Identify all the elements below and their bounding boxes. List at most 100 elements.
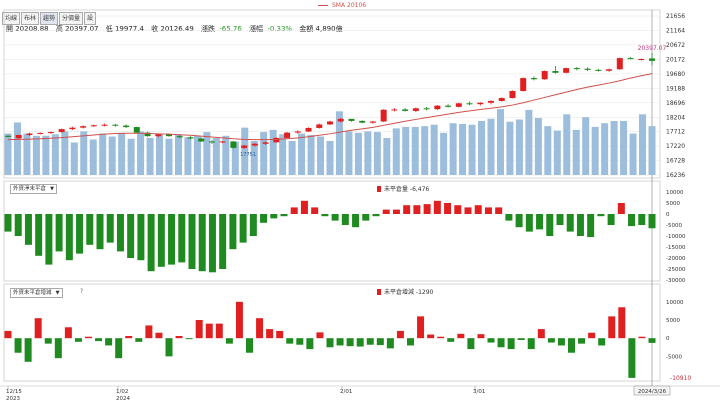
oi-bar xyxy=(382,209,390,214)
sma-legend-line-icon xyxy=(318,5,328,6)
chart-grid xyxy=(0,9,720,387)
volume-bar xyxy=(23,133,31,175)
oi-change-bars xyxy=(4,301,656,378)
oi-change-bar xyxy=(225,338,233,344)
moving-average-button[interactable]: 均線 xyxy=(2,12,21,25)
candle-body xyxy=(112,124,119,126)
oi-bar xyxy=(372,214,380,217)
oi-change-bar xyxy=(386,338,394,349)
oi-change-bar xyxy=(326,338,334,348)
oi-change-bar xyxy=(276,330,284,339)
volume-bar xyxy=(307,135,315,175)
oi-bar xyxy=(566,214,574,232)
settings-button[interactable]: 設 xyxy=(84,12,97,25)
cursor-date-label: 2024/3/26 xyxy=(638,389,667,395)
candle-body xyxy=(509,90,516,99)
candle-body xyxy=(176,136,183,138)
oi-bars xyxy=(4,200,656,273)
volume-bar xyxy=(620,120,628,175)
oi-change-bar xyxy=(215,323,223,339)
oi-bar xyxy=(505,214,513,221)
candle-body xyxy=(552,71,559,73)
candle-body xyxy=(219,141,226,143)
volume-bar xyxy=(231,141,239,175)
oi-bar xyxy=(188,214,196,269)
panel2-tick-label: -20000 xyxy=(666,256,686,262)
volume-bar xyxy=(269,129,277,175)
oi-bar xyxy=(587,214,595,238)
volume-bar xyxy=(430,124,438,175)
oi-change-bar xyxy=(125,336,133,339)
candle-body xyxy=(434,105,441,110)
oi-bar xyxy=(219,214,227,269)
oi-bar xyxy=(444,203,452,214)
oi-change-bar xyxy=(316,332,324,339)
oi-change-bar xyxy=(407,338,414,346)
oi-bar xyxy=(311,207,319,214)
candle-body xyxy=(380,109,387,122)
oi-change-bar xyxy=(578,338,586,344)
min-price-label: 17751 xyxy=(240,152,256,158)
candle-body xyxy=(541,71,548,80)
oi-bar xyxy=(137,214,145,261)
panel2-select-label: 外資淨未平倉 xyxy=(13,186,47,192)
oi-bar xyxy=(198,214,206,272)
volume-bar xyxy=(440,132,448,175)
candle-body xyxy=(208,141,215,143)
oi-change-bar xyxy=(95,338,103,342)
panel3-indicator-select[interactable]: 外資未平倉增減 ▼ xyxy=(10,288,63,298)
volume-bar xyxy=(487,118,495,175)
volume-bar xyxy=(534,118,542,175)
price-tick-label: 21164 xyxy=(666,27,685,34)
panel-border xyxy=(3,180,661,282)
chevron-down-icon: ▼ xyxy=(55,290,60,296)
candle-body xyxy=(530,78,537,80)
help-icon[interactable]: ? xyxy=(80,288,84,295)
volume-bar xyxy=(563,114,571,175)
oi-bar xyxy=(454,205,462,214)
oi-change-bar xyxy=(4,330,12,339)
candle-body xyxy=(316,124,323,128)
price-tick-label: 20172 xyxy=(666,57,685,64)
candle-body xyxy=(101,124,108,126)
oi-bar xyxy=(300,200,308,214)
volume-bar xyxy=(449,123,457,175)
oi-change-bar xyxy=(296,338,304,345)
volume-bar xyxy=(392,128,400,175)
candle-body xyxy=(155,134,162,137)
oi-bar xyxy=(392,209,400,214)
volume-bar xyxy=(260,132,268,175)
oi-bar xyxy=(249,214,257,236)
sma-path xyxy=(7,73,653,141)
volume-bar xyxy=(629,133,637,175)
trend-button[interactable]: 趨勢 xyxy=(40,12,59,25)
candle-body xyxy=(359,120,366,123)
volume-bar xyxy=(506,121,514,175)
volume-profile-button[interactable]: 分價量 xyxy=(59,12,84,25)
volume-bar xyxy=(174,134,182,175)
panel2-indicator-select[interactable]: 外資淨未平倉 ▼ xyxy=(10,184,58,194)
oi-bar xyxy=(116,214,124,252)
price-tick-label: 19680 xyxy=(666,71,685,78)
oi-bar xyxy=(270,214,278,219)
candle-body xyxy=(241,145,248,148)
volume-bar xyxy=(241,127,249,175)
bollinger-button[interactable]: 布林 xyxy=(21,12,40,25)
chart-toolbar: 均線 布林 趨勢 分價量 設 xyxy=(2,12,97,25)
panel-border xyxy=(3,9,661,179)
candle-body xyxy=(230,141,237,148)
panel3-last-value: -10910 xyxy=(670,375,691,382)
max-price-label: 20397.07 xyxy=(638,45,667,52)
oi-change-bar xyxy=(598,338,606,346)
volume-bar xyxy=(364,131,372,175)
oi-change-bar xyxy=(557,338,565,346)
oi-change-bar xyxy=(487,338,495,343)
quote-open: 開 20208.88 xyxy=(6,25,49,33)
quote-high: 高 20397.07 xyxy=(55,25,99,33)
candle-body xyxy=(477,102,484,105)
candle-body xyxy=(37,132,44,134)
oi-change-bar xyxy=(467,338,475,350)
candle-body xyxy=(251,143,258,146)
